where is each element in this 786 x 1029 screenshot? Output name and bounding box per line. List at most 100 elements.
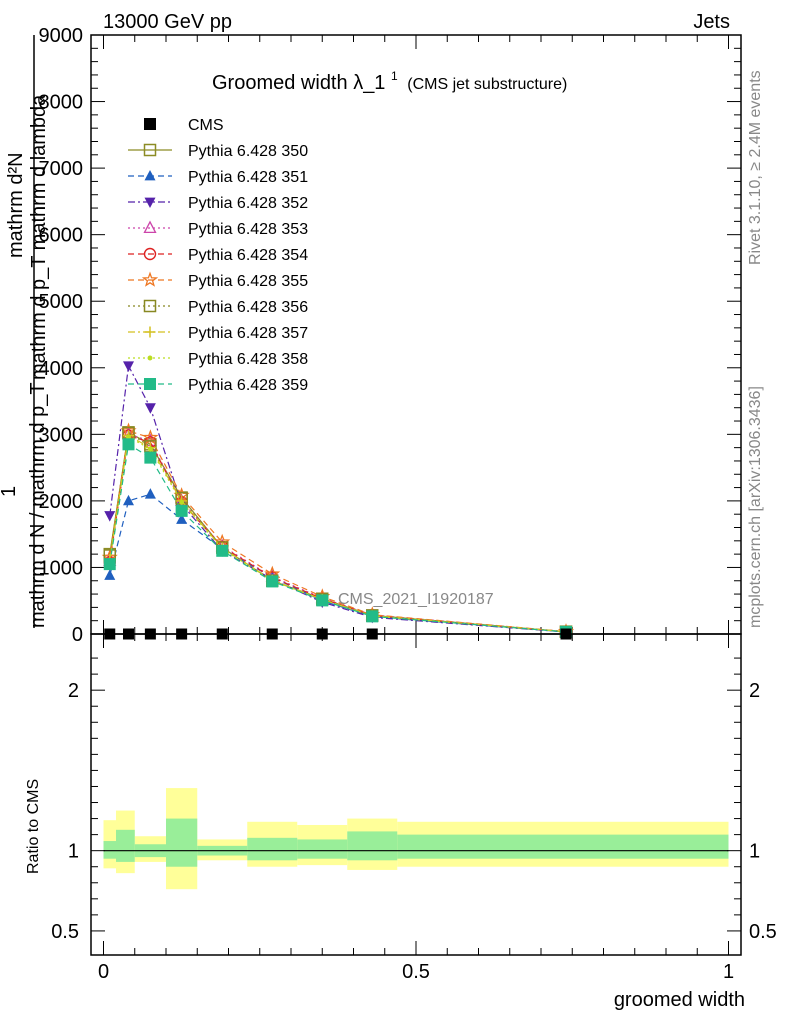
mcplots-label: mcplots.cern.ch [arXiv:1306.3436]	[747, 386, 764, 628]
main-ytick-label-0: 0	[72, 624, 83, 646]
ratio-ytick-label-right-0: 0.5	[749, 921, 777, 943]
main-title: Groomed width λ_1 1 (CMS jet substructur…	[212, 63, 567, 94]
series-9-point-1	[126, 434, 131, 440]
series-10-point-6	[316, 594, 329, 607]
ylabel-one: 1	[0, 486, 20, 497]
title-main: Groomed width	[212, 72, 348, 94]
ratio-stat-band-0	[103, 841, 116, 859]
xtick-label-2: 1	[723, 961, 734, 983]
ratio-ytick-label-left-1: 1	[68, 841, 79, 863]
ratio-ytick-label-right-1: 1	[749, 841, 760, 863]
main-ytick-label-2: 2000	[39, 491, 84, 513]
series-10-point-2	[144, 451, 157, 464]
legend-label-1: Pythia 6.428 350	[188, 143, 308, 160]
ratio-stat-band-6	[297, 839, 348, 859]
series-2-point-1	[123, 494, 134, 506]
ratio-ytick-label-left-2: 2	[68, 680, 79, 702]
main-ytick-label-8: 8000	[39, 92, 84, 114]
legend-entry-4: Pythia 6.428 353	[128, 220, 308, 238]
main-ytick-label-1: 1000	[39, 557, 84, 579]
title-sub: (CMS jet substructure)	[407, 76, 567, 93]
legend-label-10: Pythia 6.428 359	[188, 377, 308, 394]
legend-entry-1: Pythia 6.428 350	[128, 143, 308, 160]
legend-label-6: Pythia 6.428 355	[188, 273, 308, 290]
legend-marker-10	[144, 378, 156, 390]
series-3-point-2	[144, 403, 156, 414]
legend-entry-8: Pythia 6.428 357	[128, 325, 308, 342]
main-ytick-label-6: 6000	[39, 225, 84, 247]
series-2	[104, 488, 572, 637]
main-ytick-label-3: 3000	[39, 424, 84, 446]
ratio-ytick-label-left-0: 0.5	[51, 921, 79, 943]
legend-label-8: Pythia 6.428 357	[188, 325, 308, 342]
legend-label-2: Pythia 6.428 351	[188, 169, 308, 186]
legend-label-7: Pythia 6.428 356	[188, 299, 308, 316]
legend-entry-3: Pythia 6.428 352	[128, 195, 308, 212]
legend-entry-5: Pythia 6.428 354	[128, 247, 308, 264]
legend-marker-1	[143, 143, 157, 157]
legend-label-5: Pythia 6.428 354	[188, 247, 308, 264]
main-ylabel: mathrm d²N mathrm d p_T mathrm d lambda …	[0, 35, 50, 628]
legend-label-9: Pythia 6.428 358	[188, 351, 308, 368]
legend-marker-8	[144, 326, 156, 338]
ylabel-num-top: mathrm d²N	[5, 152, 27, 258]
legend-marker-9	[147, 355, 153, 361]
legend-entry-0: CMS	[144, 117, 224, 134]
rivet-version-label: Rivet 3.1.10, ≥ 2.4M events	[747, 70, 764, 265]
legend-label-4: Pythia 6.428 353	[188, 221, 308, 238]
legend-marker-0	[144, 118, 156, 130]
legend-entry-6: Pythia 6.428 355	[128, 271, 308, 290]
header-left: 13000 GeV pp	[103, 11, 232, 33]
title-symbol: λ_1	[353, 72, 385, 94]
legend-entry-10: Pythia 6.428 359	[128, 377, 308, 394]
series-2-point-2	[144, 488, 156, 499]
main-ytick-label-7: 7000	[39, 158, 84, 180]
xtick-label-0: 0	[98, 961, 109, 983]
series-2-point-3	[176, 513, 188, 524]
x-axis-label: groomed width	[614, 989, 745, 1011]
series-3-point-1	[123, 361, 134, 372]
watermark-label: CMS_2021_I1920187	[338, 591, 494, 608]
series-10-point-1	[122, 438, 135, 451]
legend-marker-2	[144, 169, 156, 181]
legend-label-0: CMS	[188, 117, 224, 134]
main-ytick-label-4: 4000	[39, 358, 84, 380]
ratio-stat-band-1	[116, 829, 135, 862]
legend-marker-6	[141, 271, 159, 287]
ratio-ytick-label-right-2: 2	[749, 680, 760, 702]
ratio-stat-band-8	[397, 834, 729, 859]
legend-marker-7	[143, 299, 157, 313]
series-10-point-5	[266, 575, 279, 588]
series-3-point-0	[104, 511, 116, 522]
series-line-4	[109, 433, 567, 633]
ratio-ylabel: Ratio to CMS	[25, 779, 42, 874]
xtick-label-1: 0.5	[402, 961, 430, 983]
legend-entry-7: Pythia 6.428 356	[128, 299, 308, 316]
legend-marker-3	[144, 197, 156, 209]
series-line-5	[109, 434, 567, 633]
series-line-2	[109, 493, 567, 633]
legend-entry-2: Pythia 6.428 351	[128, 169, 308, 186]
title-sup: 1	[391, 69, 398, 83]
series-10-point-7	[366, 610, 379, 623]
series-10-point-3	[175, 504, 188, 517]
series-line-6	[109, 430, 567, 633]
ratio-plot-area: 0.5 0.5 1 1 2 2 0 0.5 1	[51, 633, 777, 983]
series-2-point-0	[104, 569, 116, 580]
series-9-point-3	[179, 499, 185, 505]
main-ytick-label-5: 5000	[39, 291, 84, 313]
header-right: Jets	[693, 11, 730, 33]
main-plot-area: 0 1000 2000 3000 4000 5000 6000 7000 8000 9000 CMS…	[39, 25, 742, 646]
series-10-point-0	[103, 558, 116, 571]
legend-entry-9: Pythia 6.428 358	[128, 351, 308, 368]
legend-marker-5	[143, 247, 157, 261]
main-ytick-label-9: 9000	[39, 25, 84, 47]
ratio-stat-band-3	[166, 818, 198, 867]
series-10-point-4	[216, 544, 229, 557]
legend-label-3: Pythia 6.428 352	[188, 195, 308, 212]
series-9-point-2	[147, 446, 153, 452]
ylabel-den: mathrm d N / mathrm d p_T	[27, 382, 49, 628]
ratio-stat-band-5	[247, 837, 298, 861]
